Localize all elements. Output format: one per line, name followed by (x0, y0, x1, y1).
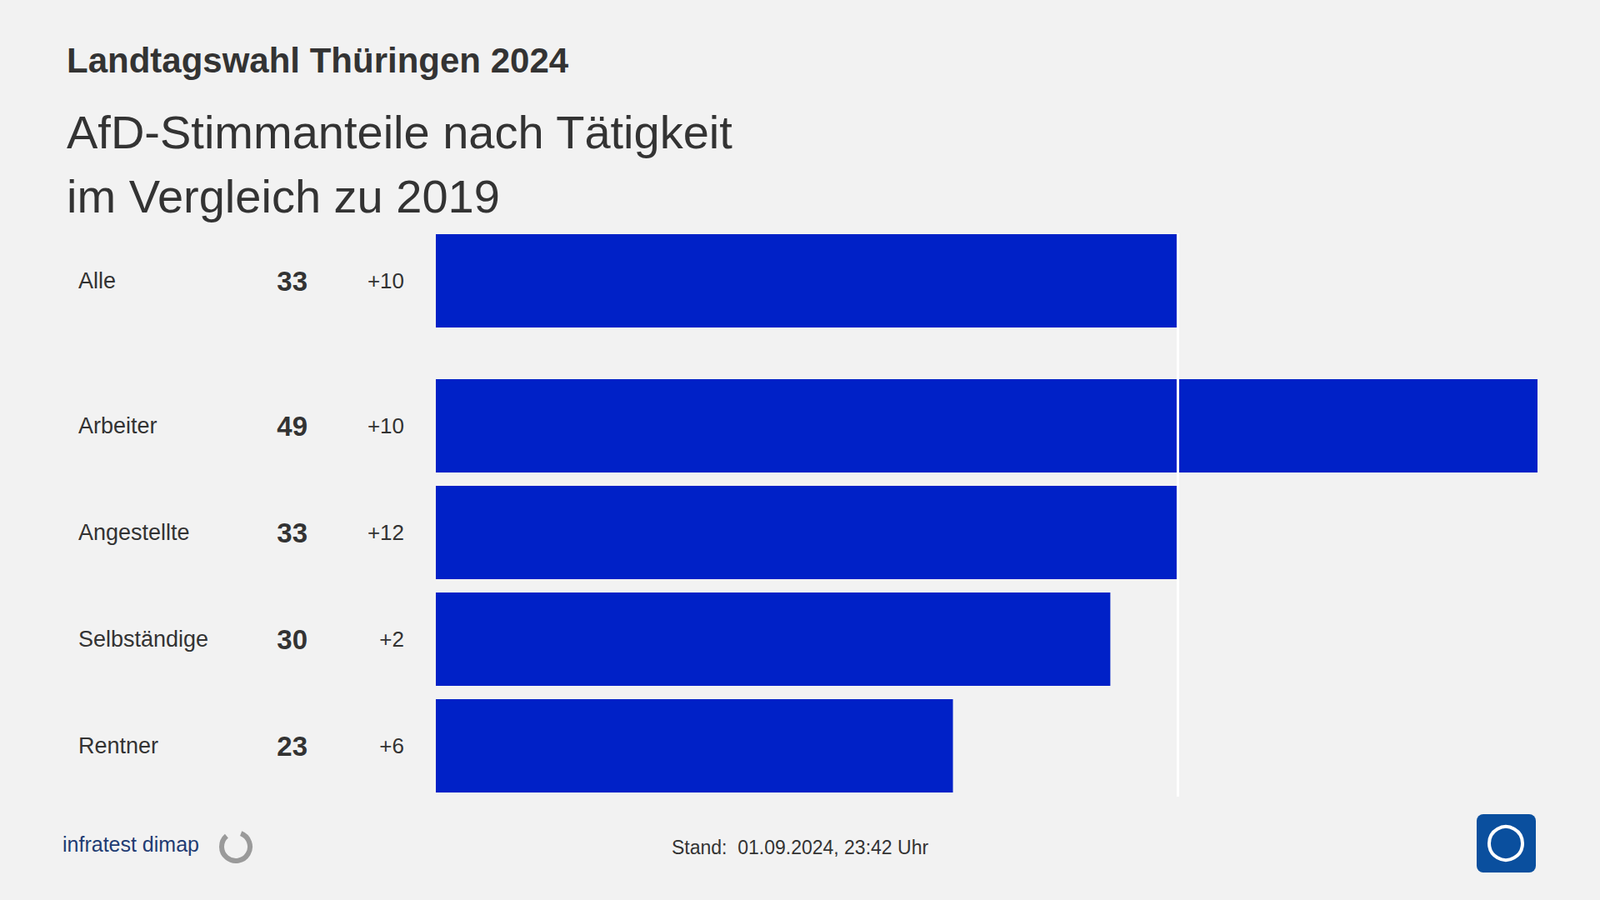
svg-text:AfD-Stimmanteile nach Tätigkei: AfD-Stimmanteile nach Tätigkeit (66, 105, 733, 159)
svg-text:im Vergleich zu 2019: im Vergleich zu 2019 (66, 170, 500, 223)
svg-text:Angestellte: Angestellte (78, 520, 190, 545)
svg-text:49: 49 (276, 410, 308, 442)
svg-text:+10: +10 (367, 413, 405, 439)
svg-text:+6: +6 (379, 733, 405, 759)
svg-text:23: 23 (276, 730, 308, 762)
svg-text:+10: +10 (367, 268, 405, 294)
svg-text:infratest dimap: infratest dimap (62, 832, 200, 856)
svg-text:33: 33 (276, 517, 308, 549)
svg-text:Stand: 01.09.2024, 23:42 Uhr: Stand: 01.09.2024, 23:42 Uhr (671, 836, 930, 859)
svg-text:+12: +12 (367, 520, 405, 545)
svg-text:Arbeiter: Arbeiter (78, 413, 158, 439)
svg-text:33: 33 (276, 265, 308, 297)
svg-text:Alle: Alle (78, 268, 116, 294)
svg-text:30: 30 (276, 624, 308, 655)
svg-text:Landtagswahl Thüringen 2024: Landtagswahl Thüringen 2024 (66, 40, 570, 80)
svg-text:+2: +2 (379, 626, 405, 652)
svg-text:Rentner: Rentner (78, 733, 159, 759)
svg-text:Selbständige: Selbständige (78, 626, 209, 652)
